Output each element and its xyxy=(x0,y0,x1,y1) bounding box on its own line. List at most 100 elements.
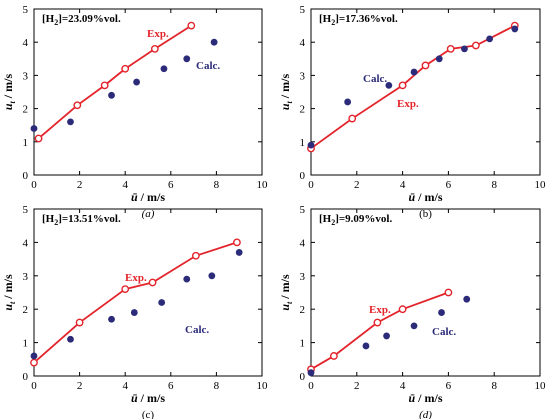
calc-data-point xyxy=(410,68,418,76)
calc-data-point xyxy=(385,81,393,89)
exp-series-line xyxy=(37,24,192,140)
x-tick-label: 8 xyxy=(214,380,220,392)
y-tick-label: 1 xyxy=(23,338,29,350)
x-tick-label: 10 xyxy=(257,179,269,191)
x-tick-label: 10 xyxy=(535,380,547,392)
title-prefix: [H xyxy=(319,213,332,225)
x-tick-label: 10 xyxy=(535,179,547,191)
exp-annotation: Exp. xyxy=(147,28,169,40)
x-axis-label: ū / m/s xyxy=(408,391,442,405)
calc-data-point xyxy=(307,369,315,377)
exp-data-point xyxy=(348,114,357,123)
title-subscript: 2 xyxy=(331,218,335,227)
x-axis-unit: / m/s xyxy=(415,190,443,204)
exp-data-point xyxy=(187,21,196,30)
x-tick-label: 0 xyxy=(308,380,314,392)
panel-caption: (a) xyxy=(142,208,155,220)
y-axis-label: ut / m/s xyxy=(1,274,17,311)
x-tick-label: 8 xyxy=(214,179,220,191)
y-tick-label: 5 xyxy=(300,204,306,216)
x-tick-label: 4 xyxy=(122,179,128,191)
exp-series-line xyxy=(310,24,516,150)
x-tick-label: 2 xyxy=(354,179,360,191)
calc-data-point xyxy=(235,249,243,256)
exp-series-line xyxy=(33,241,238,364)
x-tick-label: 4 xyxy=(400,380,406,392)
y-tick-label: 2 xyxy=(300,304,306,316)
x-axis-unit: / m/s xyxy=(138,391,166,405)
calc-data-point xyxy=(435,55,443,63)
y-tick-label: 5 xyxy=(23,4,29,16)
exp-data-point xyxy=(446,44,455,53)
exp-data-point xyxy=(471,41,480,50)
x-axis-label: ū / m/s xyxy=(408,190,442,204)
panel-caption: (b) xyxy=(419,208,432,220)
x-axis-var: ū xyxy=(408,391,415,405)
y-axis-subscript: t xyxy=(8,100,17,103)
calc-data-point xyxy=(461,45,468,53)
x-axis-var: ū xyxy=(131,391,138,405)
exp-data-point xyxy=(191,251,200,260)
y-axis-unit: / m/s xyxy=(278,74,292,102)
exp-data-point xyxy=(30,358,38,367)
calc-data-point xyxy=(463,295,471,303)
x-tick-label: 6 xyxy=(446,179,452,191)
calc-data-point xyxy=(410,322,418,330)
y-tick-label: 0 xyxy=(300,170,306,182)
exp-data-point xyxy=(398,81,407,90)
exp-data-point xyxy=(73,101,82,110)
exp-data-point xyxy=(121,64,130,73)
y-axis-unit: / m/s xyxy=(1,74,15,102)
calc-data-point xyxy=(307,141,315,149)
x-axis-var: ū xyxy=(131,190,138,204)
y-axis-subscript: t xyxy=(285,301,294,304)
calc-data-point xyxy=(511,25,519,33)
panel-title: [H2]=9.09%vol. xyxy=(319,213,392,227)
panel-title: [H2]=17.36%vol. xyxy=(319,13,398,27)
calc-data-point xyxy=(67,118,74,126)
y-tick-label: 5 xyxy=(23,204,29,216)
calc-data-point xyxy=(362,342,370,350)
calc-data-point xyxy=(30,125,38,132)
title-suffix: ]=23.09%vol. xyxy=(58,13,121,25)
y-tick-label: 0 xyxy=(300,371,306,383)
calc-data-point xyxy=(67,335,74,343)
y-tick-label: 1 xyxy=(300,338,306,350)
y-axis-label: ut / m/s xyxy=(278,274,294,311)
x-tick-label: 10 xyxy=(257,380,269,392)
calc-data-point xyxy=(158,299,166,306)
plot-frame xyxy=(310,208,541,377)
y-axis-unit: / m/s xyxy=(278,274,292,302)
x-axis-unit: / m/s xyxy=(415,391,443,405)
x-tick-label: 0 xyxy=(31,380,37,392)
x-tick-label: 2 xyxy=(77,179,83,191)
x-tick-label: 2 xyxy=(77,380,83,392)
exp-data-point xyxy=(329,352,338,360)
y-tick-label: 2 xyxy=(23,104,29,116)
x-tick-label: 6 xyxy=(168,380,174,392)
y-tick-label: 3 xyxy=(300,70,306,82)
exp-data-point xyxy=(421,61,430,70)
exp-annotation: Exp. xyxy=(369,304,391,316)
plot-frame xyxy=(310,8,541,176)
y-tick-label: 4 xyxy=(23,37,29,49)
calc-annotation: Calc. xyxy=(363,73,387,85)
plot-frame xyxy=(33,8,263,176)
y-tick-label: 0 xyxy=(23,371,29,383)
y-tick-label: 5 xyxy=(300,4,306,16)
exp-data-point xyxy=(373,318,382,327)
title-prefix: [H xyxy=(42,13,55,25)
y-tick-label: 1 xyxy=(300,137,306,149)
calc-data-point xyxy=(438,309,445,316)
exp-data-point xyxy=(100,81,109,90)
x-axis-var: ū xyxy=(408,190,415,204)
calc-data-point xyxy=(210,38,218,46)
calc-data-point xyxy=(160,65,168,73)
y-axis-subscript: t xyxy=(8,301,17,304)
x-tick-label: 6 xyxy=(446,380,452,392)
title-suffix: ]=17.36%vol. xyxy=(335,13,398,25)
title-subscript: 2 xyxy=(331,18,335,27)
